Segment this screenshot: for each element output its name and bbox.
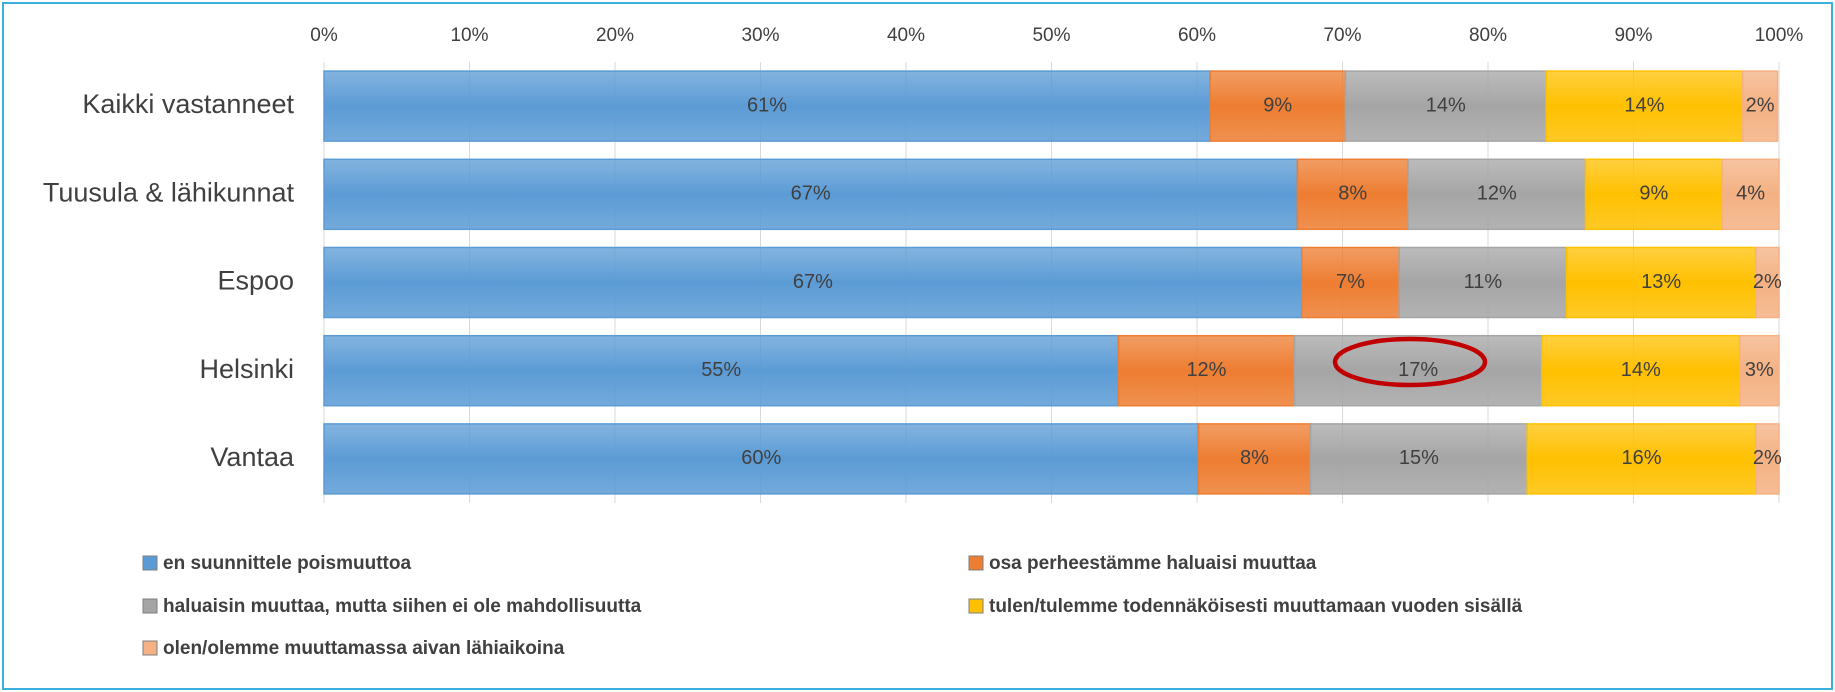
x-tick-label: 60% bbox=[1178, 25, 1216, 46]
bar-segment bbox=[1584, 158, 1724, 231]
data-label: 14% bbox=[1621, 359, 1661, 381]
category-label: Espoo bbox=[217, 266, 294, 296]
legend-label: osa perheestämme haluaisi muuttaa bbox=[989, 553, 1317, 574]
bar-segment bbox=[1344, 70, 1547, 142]
data-label: 17% bbox=[1398, 359, 1438, 381]
data-label: 12% bbox=[1186, 359, 1226, 381]
bar-segment bbox=[323, 70, 1211, 142]
bar-segment bbox=[1545, 70, 1744, 142]
legend-swatch bbox=[142, 555, 158, 571]
data-label: 11% bbox=[1464, 271, 1503, 293]
highlight-ellipse bbox=[1332, 336, 1488, 388]
category-label: Kaikki vastanneet bbox=[82, 89, 294, 119]
data-label: 3% bbox=[1745, 359, 1774, 381]
x-tick-label: 100% bbox=[1755, 25, 1804, 46]
x-tick-label: 50% bbox=[1032, 25, 1070, 46]
x-tick-label: 10% bbox=[450, 25, 488, 46]
legend-swatch bbox=[142, 640, 158, 656]
bar-segment bbox=[1721, 158, 1780, 231]
data-label: 61% bbox=[747, 94, 787, 116]
category-label: Vantaa bbox=[210, 442, 295, 472]
x-tick-label: 30% bbox=[741, 25, 779, 46]
data-label: 2% bbox=[1753, 447, 1782, 469]
data-label: 2% bbox=[1753, 271, 1782, 293]
bar-segment bbox=[323, 158, 1299, 231]
bar-segment bbox=[1293, 334, 1543, 407]
x-tick-label: 90% bbox=[1614, 25, 1652, 46]
legend-label: tulen/tulemme todennäköisesti muuttamaan… bbox=[989, 596, 1523, 617]
category-label: Tuusula & lähikunnat bbox=[43, 177, 295, 207]
category-label: Helsinki bbox=[199, 354, 294, 384]
bar-segment bbox=[323, 334, 1120, 407]
bar-segment bbox=[1407, 158, 1587, 231]
data-label: 16% bbox=[1621, 447, 1661, 469]
bar-segment bbox=[1738, 334, 1780, 407]
bar-segment bbox=[323, 246, 1303, 319]
data-label: 8% bbox=[1240, 447, 1269, 469]
bar-segment bbox=[1117, 334, 1296, 407]
data-label: 7% bbox=[1336, 271, 1365, 293]
bar-segment bbox=[323, 423, 1200, 495]
x-tick-label: 80% bbox=[1469, 25, 1507, 46]
legend-swatch bbox=[968, 555, 984, 571]
bar-segment bbox=[1197, 423, 1312, 495]
data-label: 4% bbox=[1736, 183, 1765, 205]
data-label: 67% bbox=[793, 271, 833, 293]
x-tick-label: 0% bbox=[310, 25, 338, 46]
data-label: 13% bbox=[1641, 271, 1681, 293]
bar-segment bbox=[1301, 246, 1400, 319]
bar-segment bbox=[1526, 423, 1757, 495]
data-label: 9% bbox=[1263, 94, 1292, 116]
data-label: 55% bbox=[701, 359, 741, 381]
legend-label: olen/olemme muuttamassa aivan lähiaikoin… bbox=[163, 638, 565, 659]
legend-swatch bbox=[968, 598, 984, 614]
legend-swatch bbox=[142, 598, 158, 614]
data-label: 9% bbox=[1639, 183, 1668, 205]
bar-segment bbox=[1741, 70, 1779, 142]
x-tick-label: 20% bbox=[596, 25, 634, 46]
data-label: 12% bbox=[1477, 183, 1517, 205]
data-label: 2% bbox=[1746, 94, 1775, 116]
x-tick-label: 70% bbox=[1323, 25, 1361, 46]
data-label: 14% bbox=[1624, 94, 1664, 116]
bar-segment bbox=[1398, 246, 1568, 319]
data-label: 15% bbox=[1399, 447, 1439, 469]
data-label: 14% bbox=[1426, 94, 1466, 116]
data-label: 67% bbox=[791, 183, 831, 205]
data-label: 8% bbox=[1338, 183, 1367, 205]
legend-label: en suunnittele poismuuttoa bbox=[163, 553, 411, 574]
bar-segment bbox=[1565, 246, 1757, 319]
data-label: 60% bbox=[741, 447, 781, 469]
bar-segment bbox=[1754, 423, 1780, 495]
bar-segment bbox=[1754, 246, 1780, 319]
legend-label: haluaisin muuttaa, mutta siihen ei ole m… bbox=[163, 596, 642, 617]
x-tick-label: 40% bbox=[887, 25, 925, 46]
bar-segment bbox=[1309, 423, 1529, 495]
